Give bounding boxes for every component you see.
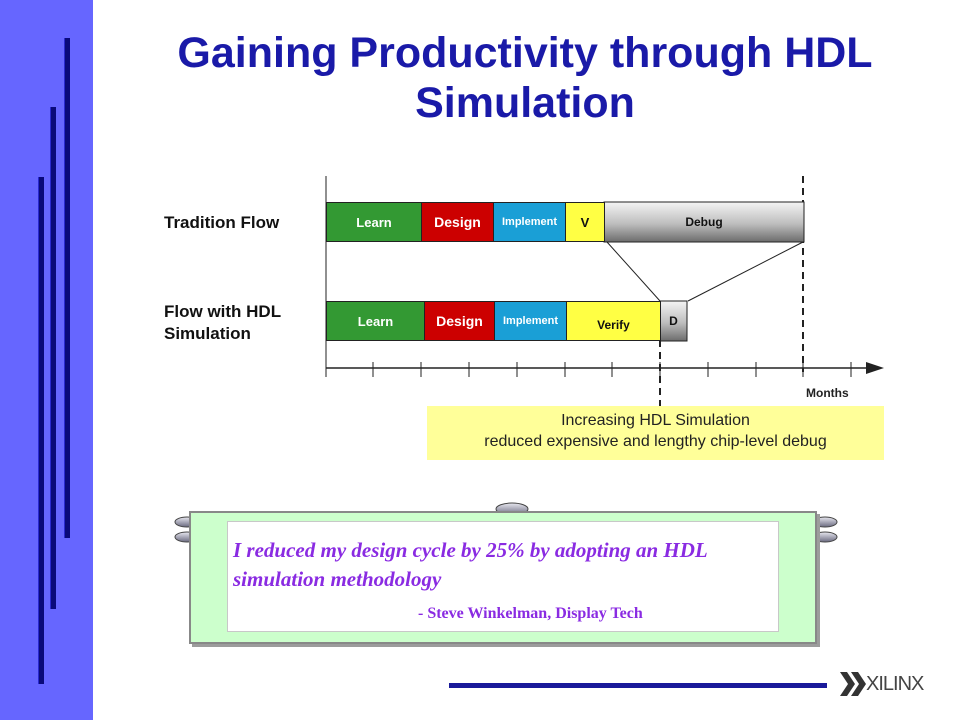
debug-segment-fill bbox=[659, 300, 688, 342]
sidebar-decoration bbox=[0, 0, 93, 720]
sidebar-stripe bbox=[50, 107, 56, 609]
hdl-debug-segment: D bbox=[669, 314, 678, 328]
traditional-learn-segment: Learn bbox=[326, 202, 422, 242]
traditional-debug-segment: Debug bbox=[685, 215, 723, 229]
hdl-design-segment: Design bbox=[424, 301, 495, 341]
callout-box: Increasing HDL Simulation reduced expens… bbox=[427, 406, 884, 460]
sidebar-stripe bbox=[64, 38, 70, 538]
hdl-flow-label: Flow with HDL Simulation bbox=[164, 301, 281, 345]
traditional-flow-label: Tradition Flow bbox=[164, 213, 280, 232]
logo-text: XILINX bbox=[866, 672, 924, 695]
axis-label: Months bbox=[806, 386, 849, 400]
xilinx-logo-icon bbox=[840, 672, 866, 696]
xilinx-logo: XILINX bbox=[840, 670, 924, 698]
footer-rule bbox=[449, 683, 827, 688]
quote-text: I reduced my design cycle by 25% by adop… bbox=[233, 538, 707, 591]
quote-panel bbox=[227, 521, 779, 632]
debug-reduction-line bbox=[606, 241, 661, 302]
hdl-flow-label-line2: Simulation bbox=[164, 324, 251, 343]
traditional-design-segment: Design bbox=[421, 202, 494, 242]
traditional-implement-segment: Implement bbox=[493, 202, 566, 242]
debug-reduction-line bbox=[687, 241, 804, 302]
axis-arrowhead bbox=[866, 362, 884, 374]
hdl-implement-segment: Implement bbox=[494, 301, 567, 341]
hdl-verify-segment: Verify bbox=[566, 301, 661, 341]
debug-segment-fill bbox=[603, 201, 805, 243]
hdl-flow-label-line1: Flow with HDL bbox=[164, 302, 282, 321]
callout-line2: reduced expensive and lengthy chip-level… bbox=[484, 433, 827, 450]
axis-ticks bbox=[325, 362, 852, 377]
page-title: Gaining Productivity through HDL Simulat… bbox=[177, 29, 873, 127]
traditional-verify-segment: V bbox=[565, 202, 605, 242]
quote-attribution: - Steve Winkelman, Display Tech bbox=[418, 605, 643, 622]
callout-line1: Increasing HDL Simulation bbox=[561, 412, 750, 429]
sidebar-stripe bbox=[38, 177, 44, 684]
